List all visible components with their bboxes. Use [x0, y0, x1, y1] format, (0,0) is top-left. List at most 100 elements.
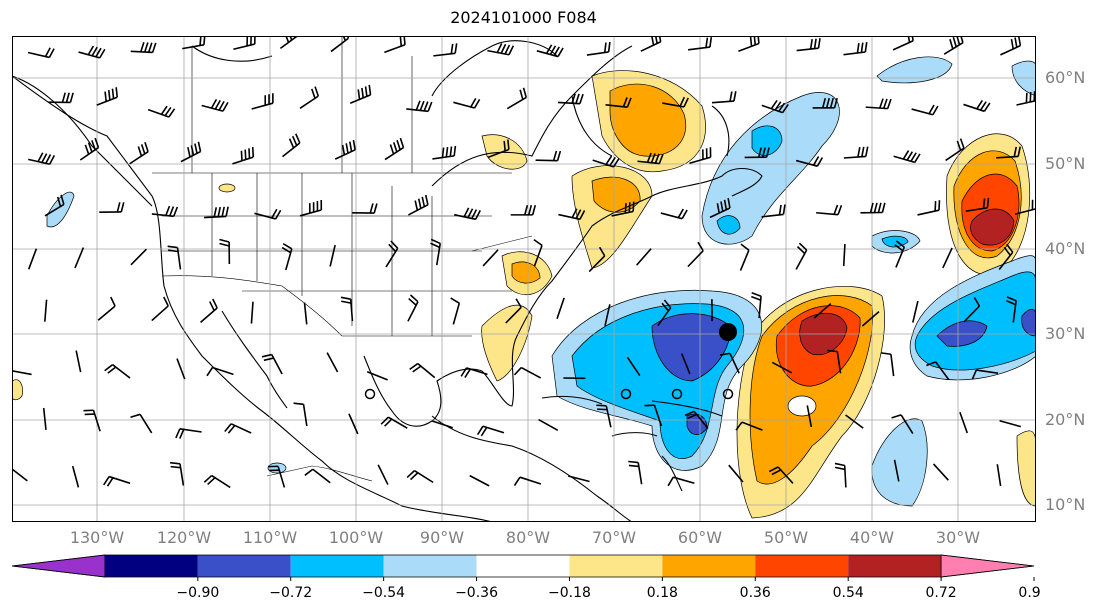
- colorbar-tick-label: −0.36: [455, 585, 498, 601]
- wind-barb: [588, 246, 606, 273]
- wind-barb: [843, 41, 868, 56]
- lon-label: 100°W: [328, 528, 384, 547]
- wind-barb: [151, 205, 179, 218]
- coastlines: [12, 40, 763, 522]
- wind-barb: [304, 468, 331, 484]
- wind-barb: [180, 141, 202, 163]
- wind-barb: [430, 238, 442, 266]
- wind-barb: [843, 146, 869, 159]
- lon-label: 130°W: [69, 528, 125, 547]
- wind-barb: [182, 36, 206, 50]
- wind-barb: [75, 350, 82, 373]
- map-title: 2024101000 F084: [450, 8, 597, 27]
- wind-barb: [963, 297, 981, 323]
- wind-barb: [965, 197, 990, 213]
- wind-barb: [640, 36, 662, 52]
- wind-barb: [719, 352, 740, 374]
- colorbar-box: [755, 555, 849, 577]
- wind-barb: [487, 139, 510, 158]
- wind-barb: [880, 352, 895, 377]
- wind-barb: [999, 419, 1021, 428]
- wind-barb: [329, 244, 336, 267]
- wind-barb: [806, 405, 813, 428]
- wind-barb: [568, 475, 590, 483]
- wind-barb: [893, 150, 921, 164]
- wind-barb: [380, 416, 408, 429]
- wind-barb: [303, 302, 308, 325]
- wind-barb: [596, 404, 612, 428]
- wind-barb: [657, 299, 672, 327]
- gridlines: [12, 36, 1036, 522]
- wind-barb: [340, 296, 354, 322]
- wind-barb: [771, 361, 793, 374]
- colorbar-tick-label: −0.72: [269, 585, 312, 601]
- lon-label: 50°W: [763, 528, 809, 547]
- wind-barb: [891, 414, 914, 434]
- wind-barb: [709, 198, 731, 219]
- lon-label: 60°W: [677, 528, 723, 547]
- wind-barb: [409, 362, 436, 379]
- wind-barb: [971, 369, 999, 380]
- wind-barb: [27, 248, 38, 270]
- lon-label: 40°W: [849, 528, 895, 547]
- wind-barb: [78, 45, 106, 59]
- colorbar-tick-label: 0.90: [1018, 585, 1040, 601]
- wind-barb: [293, 402, 308, 427]
- wind-barb: [482, 249, 499, 267]
- lon-label: 30°W: [935, 528, 981, 547]
- weather-map: [12, 36, 1036, 522]
- wind-barb: [536, 44, 564, 58]
- wind-barb: [513, 476, 542, 487]
- colorbar-box: [290, 555, 384, 577]
- lat-label: 60°N: [1045, 68, 1086, 87]
- wind-barb: [711, 91, 737, 104]
- wind-barb: [407, 294, 419, 322]
- wind-barb: [865, 98, 892, 110]
- wind-barb: [556, 297, 565, 319]
- lat-label: 10°N: [1045, 495, 1086, 514]
- colorbar-box: [383, 555, 477, 577]
- wind-barb: [586, 41, 611, 56]
- wind-barb: [201, 98, 229, 112]
- wind-barb: [684, 410, 709, 429]
- political-borders: [152, 36, 533, 482]
- wind-barb: [738, 36, 760, 53]
- filled-circle-marker: [719, 323, 737, 341]
- wind-barb: [224, 423, 252, 434]
- lat-label: 20°N: [1045, 410, 1086, 429]
- wind-barb: [728, 464, 744, 483]
- wind-barb: [147, 105, 176, 118]
- open-circle-markers: [364, 388, 734, 400]
- colorbar-extend-low: [11, 554, 106, 578]
- colorbar-box: [662, 555, 756, 577]
- wind-barb: [644, 404, 663, 427]
- wind-barb: [751, 291, 762, 319]
- wind-barb: [200, 298, 218, 323]
- wind-barb: [384, 36, 406, 54]
- wind-barb: [795, 156, 824, 167]
- wind-barb: [432, 145, 457, 160]
- lat-label: 40°N: [1045, 239, 1086, 258]
- wind-barb: [233, 36, 256, 51]
- wind-barb: [662, 96, 689, 108]
- wind-barb: [175, 427, 202, 439]
- wind-barb: [454, 207, 481, 221]
- wind-barb: [834, 462, 847, 488]
- wind-barb: [487, 43, 515, 56]
- wind-barb: [99, 202, 125, 214]
- wind-barb: [1016, 91, 1036, 106]
- wind-barb: [945, 138, 965, 162]
- wind-barb: [827, 349, 842, 374]
- wind-barbs: [12, 36, 1036, 489]
- wind-barb: [12, 467, 28, 482]
- wind-barb: [352, 203, 378, 214]
- wind-barb: [130, 248, 148, 266]
- wind-barb: [689, 147, 712, 165]
- wind-barb: [103, 475, 131, 487]
- wind-barb: [813, 302, 832, 319]
- wind-barb: [959, 411, 969, 434]
- wind-barb: [384, 137, 405, 161]
- wind-barb: [96, 87, 119, 106]
- wind-barb: [433, 43, 458, 57]
- lon-label: 70°W: [591, 528, 637, 547]
